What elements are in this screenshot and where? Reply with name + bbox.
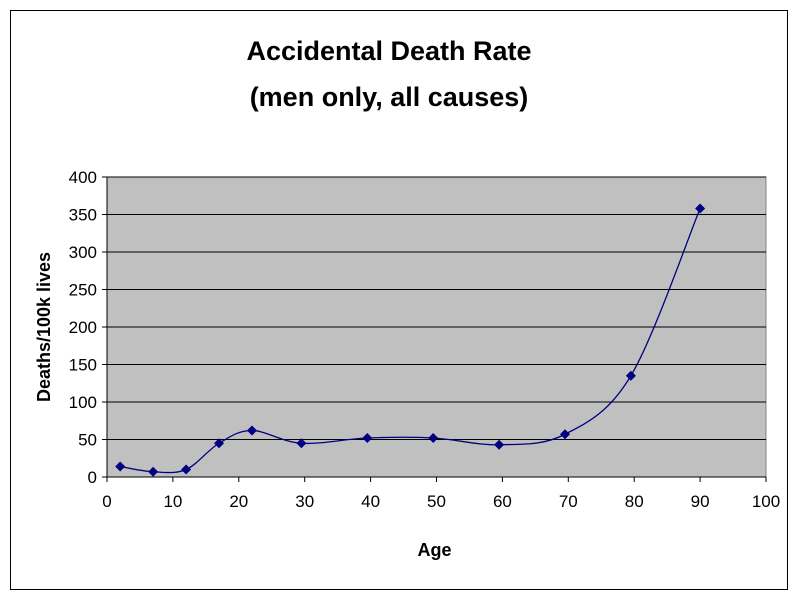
y-tick-label: 350 <box>69 206 97 225</box>
data-point-marker <box>494 439 505 450</box>
data-point-marker <box>560 429 571 440</box>
x-tick-label: 50 <box>427 492 446 511</box>
x-tick-label: 30 <box>295 492 314 511</box>
x-tick-label: 90 <box>691 492 710 511</box>
y-tick-label: 150 <box>69 356 97 375</box>
x-tick-label: 40 <box>361 492 380 511</box>
data-point-marker <box>296 438 307 449</box>
data-point-marker <box>214 438 225 449</box>
y-tick-label: 400 <box>69 168 97 187</box>
data-point-marker <box>115 461 126 472</box>
x-tick-label: 0 <box>102 492 111 511</box>
chart-title-block: Accidental Death Rate (men only, all cau… <box>0 28 778 120</box>
chart-title: Accidental Death Rate <box>246 36 532 66</box>
x-tick-label: 70 <box>559 492 578 511</box>
y-tick-label: 0 <box>88 468 97 487</box>
data-point-marker <box>362 433 373 443</box>
y-tick-label: 100 <box>69 393 97 412</box>
x-tick-label: 20 <box>229 492 248 511</box>
x-tick-label: 10 <box>163 492 182 511</box>
y-axis-label: Deaths/100k lives <box>34 252 54 402</box>
data-point-marker <box>181 464 192 475</box>
y-tick-label: 250 <box>69 281 97 300</box>
data-point-marker <box>625 370 636 381</box>
data-point-marker <box>148 466 159 477</box>
data-point-marker <box>428 433 439 443</box>
x-axis-label: Age <box>417 540 451 560</box>
x-tick-label: 100 <box>752 492 780 511</box>
x-tick-label: 80 <box>625 492 644 511</box>
y-tick-label: 300 <box>69 243 97 262</box>
data-point-marker <box>695 203 706 214</box>
chart-subtitle: (men only, all causes) <box>249 82 529 112</box>
y-tick-label: 200 <box>69 318 97 337</box>
data-point-marker <box>246 425 257 436</box>
y-tick-label: 50 <box>78 431 97 450</box>
x-tick-label: 60 <box>493 492 512 511</box>
